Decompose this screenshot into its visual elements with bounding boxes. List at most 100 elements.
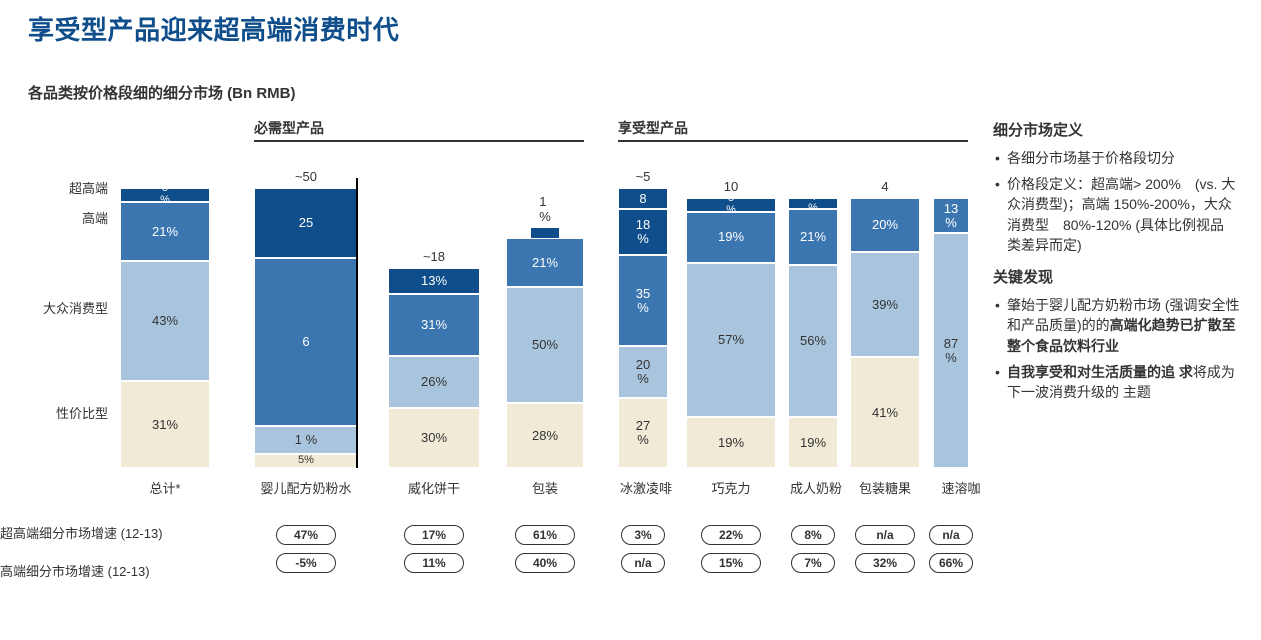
sidebar-heading-findings: 关键发现 (993, 267, 1241, 289)
bar-infant-seg-3-label: 5% (298, 455, 314, 467)
bar-total-seg-0: 5 % (120, 188, 210, 202)
bar-chocolate: 105 %19%57%19% (686, 198, 776, 468)
bar-infant-seg-3: 5% (254, 454, 358, 468)
bar-candy-seg-2-label: 41% (872, 406, 898, 420)
bar-adultmilk-seg-2: 56% (788, 265, 838, 416)
bar-candy-seg-0: 20% (850, 198, 920, 252)
growth-pill-r1-candy: 32% (855, 553, 915, 573)
bar-total-seg-3-label: 31% (152, 418, 178, 432)
bar-infant-seg-2-label: 1 % (295, 433, 317, 447)
bar-candy-top-value: 4 (881, 179, 888, 194)
bar-icecream-seg-3: 20 % (618, 346, 668, 398)
growth-pill-r0-adultmilk: 8% (791, 525, 835, 545)
bar-candy-seg-0-label: 20% (872, 218, 898, 232)
bar-adultmilk-seg-0: 4 % (788, 198, 838, 209)
bar-icecream-seg-0: 8 (618, 188, 668, 209)
bar-wafer-seg-3-label: 30% (421, 431, 447, 445)
bar-icecream-seg-2-label: 35 % (636, 287, 650, 314)
group-label-enjoyment: 享受型产品 (618, 118, 688, 138)
bar-packaged-seg-2-label: 28% (532, 429, 558, 443)
bar-infant: ~502561 %5% (254, 188, 358, 468)
bar-infant-seg-0: 25 (254, 188, 358, 258)
bar-icecream-seg-0-label: 8 (639, 192, 646, 206)
growth-pill-r1-wafer: 11% (404, 553, 464, 573)
cat-label-icecream: 冰激凌啡 (618, 478, 674, 497)
bar-total-seg-1-label: 21% (152, 225, 178, 239)
bar-coffee-seg-0-label: 13 % (944, 202, 958, 229)
bar-adultmilk-seg-2-label: 56% (800, 334, 826, 348)
cat-label-packaged: 包装 (506, 478, 584, 497)
bar-chocolate-seg-1-label: 19% (718, 230, 744, 244)
bar-packaged-seg-1-label: 50% (532, 338, 558, 352)
bar-adultmilk-seg-3-label: 19% (800, 436, 826, 450)
bar-infant-seg-1-label: 6 (302, 335, 309, 349)
cat-label-infant: 婴儿配方奶粉水 (254, 478, 358, 497)
chart-area: 必需型产品 享受型产品 超高端 高端 大众消费型 性价比型 5 %21%43%3… (28, 118, 968, 588)
bar-wafer-seg-1: 31% (388, 294, 480, 356)
bar-candy: 420%39%41% (850, 198, 920, 468)
bar-total-seg-2: 43% (120, 261, 210, 381)
bar-coffee: 13 % 87 % (933, 198, 969, 468)
bar-wafer-top-value: ~18 (423, 249, 445, 264)
bar-infant-seg-1: 6 (254, 258, 358, 426)
bar-chocolate-seg-3-label: 19% (718, 436, 744, 450)
sidebar-heading-definition: 细分市场定义 (993, 120, 1241, 142)
bar-chocolate-seg-2: 57% (686, 263, 776, 417)
cat-label-coffee: 速溶咖 (933, 478, 989, 497)
bar-icecream-seg-4-label: 27 % (636, 419, 650, 446)
bar-packaged: 1 %21%50%28% (506, 238, 584, 468)
growth-row1-label: 超高端细分市场增速 (12-13) (0, 523, 220, 542)
page-title: 享受型产品迎来超高端消费时代 (28, 10, 399, 47)
bar-packaged-top-value: 1 % (539, 194, 551, 224)
cat-label-total: 总计* (120, 478, 210, 497)
bar-adultmilk: 4 % 21% 56% 19% (788, 198, 838, 468)
growth-pill-r0-wafer: 17% (404, 525, 464, 545)
bar-packaged-seg-0: 21% (506, 238, 584, 287)
cat-label-chocolate: 巧克力 (686, 478, 776, 497)
bar-icecream: ~5818 %35 %20 %27 % (618, 188, 668, 468)
bar-chocolate-seg-3: 19% (686, 417, 776, 468)
growth-row2-label: 高端细分市场增速 (12-13) (0, 561, 220, 580)
bar-adultmilk-seg-1: 21% (788, 209, 838, 266)
bar-wafer-seg-3: 30% (388, 408, 480, 468)
bar-candy-seg-1-label: 39% (872, 298, 898, 312)
bar-icecream-seg-1: 18 % (618, 209, 668, 256)
growth-pill-r1-packaged: 40% (515, 553, 575, 573)
bar-total-seg-2-label: 43% (152, 314, 178, 328)
bar-packaged-seg-1: 50% (506, 287, 584, 403)
growth-pill-r0-packaged: 61% (515, 525, 575, 545)
section-subtitle: 各品类按价格段细的细分市场 (Bn RMB) (28, 82, 295, 103)
bar-candy-seg-2: 41% (850, 357, 920, 468)
growth-pill-r0-candy: n/a (855, 525, 915, 545)
bar-total-seg-1: 21% (120, 202, 210, 261)
bar-adultmilk-seg-3: 19% (788, 417, 838, 468)
bar-coffee-seg-0: 13 % (933, 198, 969, 233)
group-underline-1 (254, 140, 584, 142)
growth-pill-r0-icecream: 3% (621, 525, 665, 545)
sidebar-bullet-1a: 各细分市场基于价格段切分 (993, 148, 1241, 168)
group-underline-2 (618, 140, 968, 142)
bar-coffee-seg-1: 87 % (933, 233, 969, 468)
growth-pill-r1-infant: -5% (276, 553, 336, 573)
bar-packaged-seg-0-label: 21% (532, 256, 558, 270)
group-label-necessity: 必需型产品 (254, 118, 324, 138)
bar-icecream-top-value: ~5 (636, 169, 651, 184)
sidebar-bullet-1b: 价格段定义：超高端> 200% (vs. 大众消费型)；高端 150%-200%… (993, 174, 1241, 255)
bar-icecream-seg-3-label: 20 % (636, 358, 650, 385)
bars-container: 5 %21%43%31%~502561 %5%~1813%31%26%30%1 … (28, 178, 968, 468)
bar-icecream-seg-4: 27 % (618, 398, 668, 468)
bar-wafer: ~1813%31%26%30% (388, 268, 480, 468)
bar-packaged-seg-2: 28% (506, 403, 584, 468)
bar-icecream-seg-2: 35 % (618, 255, 668, 346)
bar-coffee-seg-1-label: 87 % (944, 337, 958, 364)
bar-infant-top-value: ~50 (295, 169, 317, 184)
sidebar-bullet-2b: 自我享受和对生活质量的追 求将成为下一波消费升级的 主题 (993, 362, 1241, 403)
bar-wafer-seg-1-label: 31% (421, 318, 447, 332)
cat-label-candy: 包装糖果 (850, 478, 920, 497)
bar-packaged-topband (531, 228, 559, 238)
growth-pill-r1-icecream: n/a (621, 553, 665, 573)
bar-icecream-seg-1-label: 18 % (636, 218, 650, 245)
bar-wafer-seg-0-label: 13% (421, 274, 447, 288)
bar-adultmilk-seg-1-label: 21% (800, 230, 826, 244)
bar-candy-seg-1: 39% (850, 252, 920, 357)
